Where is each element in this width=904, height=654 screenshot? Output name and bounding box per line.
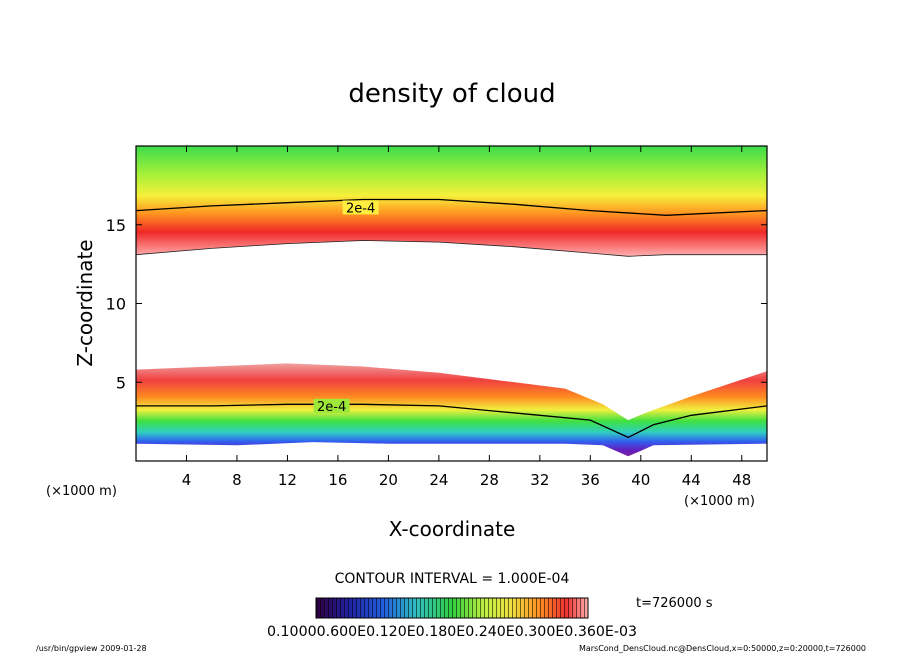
contour-label: 2e-4 bbox=[346, 201, 375, 216]
x-unit-label: (×1000 m) bbox=[684, 494, 755, 509]
x-tick-label: 12 bbox=[278, 471, 297, 489]
x-tick-label: 32 bbox=[530, 471, 549, 489]
x-tick-label: 44 bbox=[682, 471, 701, 489]
upper-contour-2e-4 bbox=[136, 198, 767, 216]
y-tick-label: 15 bbox=[106, 216, 126, 235]
contour-label-bg bbox=[342, 200, 379, 215]
x-tick-label: 40 bbox=[631, 471, 650, 489]
x-tick-label: 16 bbox=[328, 471, 347, 489]
z-unit-label: (×1000 m) bbox=[46, 484, 117, 499]
time-label: t=726000 s bbox=[636, 596, 713, 611]
contour-label: 2e-4 bbox=[317, 400, 346, 415]
color-bar bbox=[315, 597, 589, 619]
upper-cloud-layer bbox=[136, 146, 767, 257]
lower-contour-2e-4 bbox=[136, 403, 767, 439]
contour-label-bg bbox=[313, 398, 350, 413]
color-bar-frame bbox=[315, 597, 589, 619]
y-axis-label: Z-coordinate bbox=[73, 239, 97, 366]
contour-interval-text: CONTOUR INTERVAL = 1.000E-04 bbox=[335, 571, 570, 587]
chart-title: density of cloud bbox=[348, 79, 555, 109]
upper-layer-edge bbox=[136, 240, 767, 257]
x-tick-label: 28 bbox=[480, 471, 499, 489]
x-tick-label: 20 bbox=[379, 471, 398, 489]
x-tick-label: 4 bbox=[182, 471, 192, 489]
x-tick-label: 36 bbox=[581, 471, 600, 489]
lower-cloud-layer bbox=[136, 363, 767, 457]
footer-right: MarsCond_DensCloud.nc@DensCloud,x=0:5000… bbox=[579, 644, 866, 653]
color-bar-labels: 0.10000.600E0.120E0.180E0.240E0.300E0.36… bbox=[267, 624, 637, 640]
footer-left: /usr/bin/gpview 2009-01-28 bbox=[36, 644, 147, 653]
x-tick-label: 48 bbox=[732, 471, 751, 489]
x-tick-label: 24 bbox=[429, 471, 448, 489]
x-tick-label: 8 bbox=[232, 471, 242, 489]
y-tick-label: 10 bbox=[106, 295, 126, 314]
y-tick-label: 5 bbox=[116, 373, 126, 392]
x-axis-label: X-coordinate bbox=[389, 517, 516, 541]
color-bar-hatch bbox=[316, 598, 588, 618]
plot-area bbox=[136, 146, 767, 457]
